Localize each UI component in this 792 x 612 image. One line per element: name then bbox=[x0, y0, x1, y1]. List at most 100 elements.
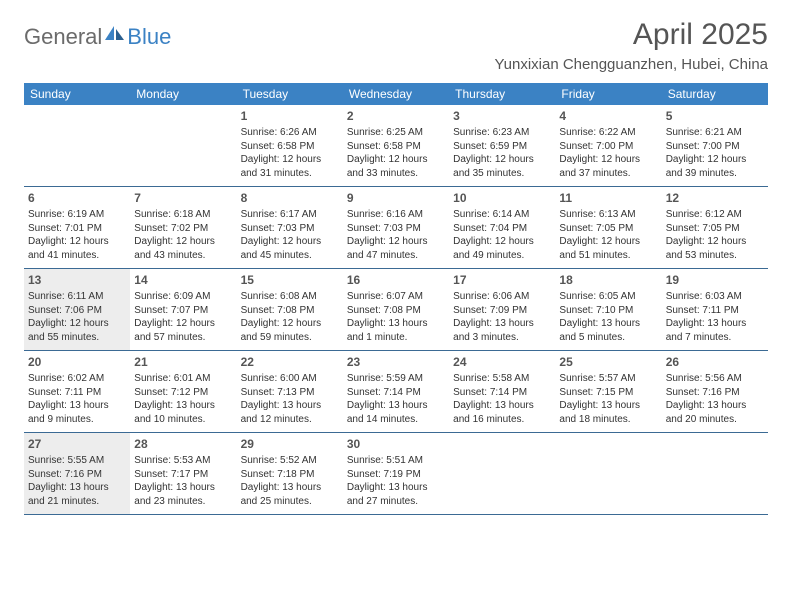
day-cell: 27Sunrise: 5:55 AMSunset: 7:16 PMDayligh… bbox=[24, 433, 130, 514]
day-number: 23 bbox=[347, 353, 445, 372]
weekday-thursday: Thursday bbox=[449, 83, 555, 105]
day-cell: 5Sunrise: 6:21 AMSunset: 7:00 PMDaylight… bbox=[662, 105, 768, 186]
day-info: Sunrise: 6:13 AMSunset: 7:05 PMDaylight:… bbox=[559, 208, 657, 262]
day-cell: 28Sunrise: 5:53 AMSunset: 7:17 PMDayligh… bbox=[130, 433, 236, 514]
day-info: Sunrise: 5:53 AMSunset: 7:17 PMDaylight:… bbox=[134, 454, 232, 508]
day-number: 24 bbox=[453, 353, 551, 372]
day-number: 20 bbox=[28, 353, 126, 372]
day-number: 29 bbox=[241, 435, 339, 454]
day-cell: 20Sunrise: 6:02 AMSunset: 7:11 PMDayligh… bbox=[24, 351, 130, 432]
day-info: Sunrise: 6:26 AMSunset: 6:58 PMDaylight:… bbox=[241, 126, 339, 180]
day-info: Sunrise: 6:01 AMSunset: 7:12 PMDaylight:… bbox=[134, 372, 232, 426]
sail-icon bbox=[105, 26, 125, 40]
day-cell: 15Sunrise: 6:08 AMSunset: 7:08 PMDayligh… bbox=[237, 269, 343, 350]
day-info: Sunrise: 6:03 AMSunset: 7:11 PMDaylight:… bbox=[666, 290, 764, 344]
day-info: Sunrise: 6:18 AMSunset: 7:02 PMDaylight:… bbox=[134, 208, 232, 262]
day-info: Sunrise: 6:06 AMSunset: 7:09 PMDaylight:… bbox=[453, 290, 551, 344]
day-number: 4 bbox=[559, 107, 657, 126]
day-cell: 25Sunrise: 5:57 AMSunset: 7:15 PMDayligh… bbox=[555, 351, 661, 432]
day-info: Sunrise: 5:51 AMSunset: 7:19 PMDaylight:… bbox=[347, 454, 445, 508]
day-info: Sunrise: 6:23 AMSunset: 6:59 PMDaylight:… bbox=[453, 126, 551, 180]
day-number: 3 bbox=[453, 107, 551, 126]
day-cell: 30Sunrise: 5:51 AMSunset: 7:19 PMDayligh… bbox=[343, 433, 449, 514]
calendar-page: General Blue April 2025 Yunxixian Chengg… bbox=[0, 0, 792, 525]
day-number: 1 bbox=[241, 107, 339, 126]
day-number: 2 bbox=[347, 107, 445, 126]
logo-text-general: General bbox=[24, 24, 102, 50]
day-number: 5 bbox=[666, 107, 764, 126]
day-info: Sunrise: 6:11 AMSunset: 7:06 PMDaylight:… bbox=[28, 290, 126, 344]
day-cell: 18Sunrise: 6:05 AMSunset: 7:10 PMDayligh… bbox=[555, 269, 661, 350]
header: General Blue April 2025 Yunxixian Chengg… bbox=[24, 18, 768, 73]
day-number: 19 bbox=[666, 271, 764, 290]
day-info: Sunrise: 6:08 AMSunset: 7:08 PMDaylight:… bbox=[241, 290, 339, 344]
day-cell: 21Sunrise: 6:01 AMSunset: 7:12 PMDayligh… bbox=[130, 351, 236, 432]
weekday-friday: Friday bbox=[555, 83, 661, 105]
day-info: Sunrise: 5:58 AMSunset: 7:14 PMDaylight:… bbox=[453, 372, 551, 426]
day-cell: 10Sunrise: 6:14 AMSunset: 7:04 PMDayligh… bbox=[449, 187, 555, 268]
day-number: 25 bbox=[559, 353, 657, 372]
day-info: Sunrise: 5:52 AMSunset: 7:18 PMDaylight:… bbox=[241, 454, 339, 508]
day-number: 11 bbox=[559, 189, 657, 208]
title-block: April 2025 Yunxixian Chengguanzhen, Hube… bbox=[494, 18, 768, 73]
day-cell: 8Sunrise: 6:17 AMSunset: 7:03 PMDaylight… bbox=[237, 187, 343, 268]
day-cell: 16Sunrise: 6:07 AMSunset: 7:08 PMDayligh… bbox=[343, 269, 449, 350]
day-info: Sunrise: 6:16 AMSunset: 7:03 PMDaylight:… bbox=[347, 208, 445, 262]
day-cell: 13Sunrise: 6:11 AMSunset: 7:06 PMDayligh… bbox=[24, 269, 130, 350]
day-number: 18 bbox=[559, 271, 657, 290]
weekday-header: SundayMondayTuesdayWednesdayThursdayFrid… bbox=[24, 83, 768, 105]
day-number: 30 bbox=[347, 435, 445, 454]
day-number: 17 bbox=[453, 271, 551, 290]
day-number: 15 bbox=[241, 271, 339, 290]
week-row: 1Sunrise: 6:26 AMSunset: 6:58 PMDaylight… bbox=[24, 105, 768, 187]
day-number: 16 bbox=[347, 271, 445, 290]
day-cell bbox=[662, 433, 768, 514]
week-row: 27Sunrise: 5:55 AMSunset: 7:16 PMDayligh… bbox=[24, 433, 768, 515]
page-subtitle: Yunxixian Chengguanzhen, Hubei, China bbox=[494, 56, 768, 73]
day-number: 7 bbox=[134, 189, 232, 208]
day-info: Sunrise: 6:19 AMSunset: 7:01 PMDaylight:… bbox=[28, 208, 126, 262]
logo-text-blue: Blue bbox=[127, 24, 171, 50]
day-cell: 3Sunrise: 6:23 AMSunset: 6:59 PMDaylight… bbox=[449, 105, 555, 186]
day-cell bbox=[449, 433, 555, 514]
day-info: Sunrise: 6:14 AMSunset: 7:04 PMDaylight:… bbox=[453, 208, 551, 262]
day-number: 10 bbox=[453, 189, 551, 208]
day-info: Sunrise: 6:07 AMSunset: 7:08 PMDaylight:… bbox=[347, 290, 445, 344]
weekday-wednesday: Wednesday bbox=[343, 83, 449, 105]
day-number: 26 bbox=[666, 353, 764, 372]
day-number: 14 bbox=[134, 271, 232, 290]
day-number: 21 bbox=[134, 353, 232, 372]
day-cell: 29Sunrise: 5:52 AMSunset: 7:18 PMDayligh… bbox=[237, 433, 343, 514]
day-info: Sunrise: 6:00 AMSunset: 7:13 PMDaylight:… bbox=[241, 372, 339, 426]
week-row: 13Sunrise: 6:11 AMSunset: 7:06 PMDayligh… bbox=[24, 269, 768, 351]
day-info: Sunrise: 6:12 AMSunset: 7:05 PMDaylight:… bbox=[666, 208, 764, 262]
week-row: 6Sunrise: 6:19 AMSunset: 7:01 PMDaylight… bbox=[24, 187, 768, 269]
day-cell: 7Sunrise: 6:18 AMSunset: 7:02 PMDaylight… bbox=[130, 187, 236, 268]
day-number: 8 bbox=[241, 189, 339, 208]
day-info: Sunrise: 6:09 AMSunset: 7:07 PMDaylight:… bbox=[134, 290, 232, 344]
day-info: Sunrise: 6:02 AMSunset: 7:11 PMDaylight:… bbox=[28, 372, 126, 426]
day-info: Sunrise: 5:59 AMSunset: 7:14 PMDaylight:… bbox=[347, 372, 445, 426]
day-info: Sunrise: 5:56 AMSunset: 7:16 PMDaylight:… bbox=[666, 372, 764, 426]
day-cell: 1Sunrise: 6:26 AMSunset: 6:58 PMDaylight… bbox=[237, 105, 343, 186]
day-cell: 12Sunrise: 6:12 AMSunset: 7:05 PMDayligh… bbox=[662, 187, 768, 268]
day-info: Sunrise: 6:22 AMSunset: 7:00 PMDaylight:… bbox=[559, 126, 657, 180]
day-number: 28 bbox=[134, 435, 232, 454]
day-cell: 6Sunrise: 6:19 AMSunset: 7:01 PMDaylight… bbox=[24, 187, 130, 268]
day-info: Sunrise: 6:21 AMSunset: 7:00 PMDaylight:… bbox=[666, 126, 764, 180]
day-cell: 19Sunrise: 6:03 AMSunset: 7:11 PMDayligh… bbox=[662, 269, 768, 350]
day-number: 27 bbox=[28, 435, 126, 454]
weekday-monday: Monday bbox=[130, 83, 236, 105]
weeks: 1Sunrise: 6:26 AMSunset: 6:58 PMDaylight… bbox=[24, 105, 768, 515]
day-cell: 26Sunrise: 5:56 AMSunset: 7:16 PMDayligh… bbox=[662, 351, 768, 432]
day-cell: 11Sunrise: 6:13 AMSunset: 7:05 PMDayligh… bbox=[555, 187, 661, 268]
day-cell: 17Sunrise: 6:06 AMSunset: 7:09 PMDayligh… bbox=[449, 269, 555, 350]
day-info: Sunrise: 5:57 AMSunset: 7:15 PMDaylight:… bbox=[559, 372, 657, 426]
day-info: Sunrise: 6:25 AMSunset: 6:58 PMDaylight:… bbox=[347, 126, 445, 180]
day-cell bbox=[24, 105, 130, 186]
day-cell: 14Sunrise: 6:09 AMSunset: 7:07 PMDayligh… bbox=[130, 269, 236, 350]
day-cell bbox=[555, 433, 661, 514]
page-title: April 2025 bbox=[494, 18, 768, 52]
day-cell bbox=[130, 105, 236, 186]
day-number: 6 bbox=[28, 189, 126, 208]
